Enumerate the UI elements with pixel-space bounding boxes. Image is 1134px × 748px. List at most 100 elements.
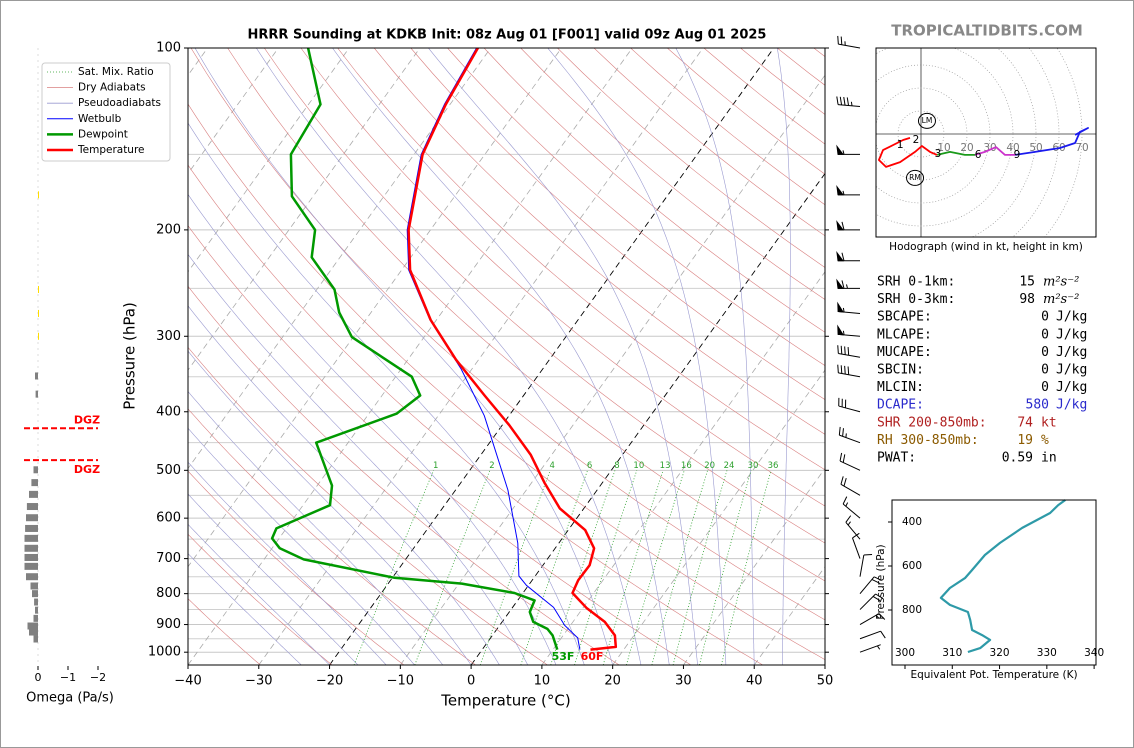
barb-half <box>847 521 851 526</box>
index-label: SHR 200-850mb: <box>877 415 987 430</box>
omega-bar <box>35 372 38 380</box>
pseudoadiabat <box>188 305 500 665</box>
isotherm <box>541 271 825 665</box>
hodo-ring-label: 70 <box>1075 142 1088 154</box>
dry-adiabat <box>373 48 825 435</box>
index-value: 19 <box>1017 433 1033 448</box>
index-unit: m²s⁻² <box>1043 292 1079 307</box>
dry-adiabat <box>188 598 261 665</box>
pseudoadiabat <box>188 523 330 665</box>
profile-y-tick-label: 600 <box>902 560 922 572</box>
barb-full <box>842 428 844 437</box>
index-value: 0.59 <box>1002 451 1033 466</box>
pseudoadiabat <box>188 427 415 665</box>
profile-frame <box>891 499 1097 666</box>
barb-full <box>844 365 846 375</box>
hodo-height-label: 2 <box>913 134 920 146</box>
hodo-ring-label: 10 <box>937 142 950 154</box>
wind-barb <box>837 301 861 314</box>
barb-full <box>844 346 846 355</box>
y-tick-label: 900 <box>156 617 181 632</box>
barb-flag <box>836 144 844 155</box>
isotherm <box>188 48 562 568</box>
x-tick-label: 50 <box>817 674 834 689</box>
barb-full <box>845 515 852 523</box>
y-tick-label: 800 <box>156 586 181 601</box>
mixing-ratio-line <box>520 470 588 665</box>
profile-x-tick-label: 310 <box>942 647 962 659</box>
omega-bar <box>38 285 39 293</box>
pseudoadiabat <box>332 48 670 665</box>
legend-label: Wetbulb <box>78 113 122 125</box>
wind-barb <box>840 476 861 496</box>
omega-tick-label: −2 <box>90 671 106 684</box>
barb-staff <box>838 104 861 108</box>
dry-adiabat <box>337 48 825 471</box>
index-unit: m²s⁻² <box>1043 275 1079 290</box>
dry-adiabat <box>264 48 825 544</box>
index-label: MUCAPE: <box>877 345 932 360</box>
wind-barb <box>836 250 860 262</box>
barb-flag <box>836 184 844 196</box>
wind-barb <box>842 496 861 519</box>
pseudoadiabat <box>256 48 642 665</box>
profile-x-tick-label: 320 <box>990 647 1010 659</box>
barb-full <box>846 97 850 106</box>
wind-barb <box>836 184 860 196</box>
index-label: MLCAPE: <box>877 327 932 342</box>
barb-full <box>837 345 839 354</box>
hodo-ring <box>897 110 945 158</box>
surface-label: 53F <box>552 650 575 663</box>
hodo-trace <box>936 150 975 156</box>
barb-full <box>837 364 839 373</box>
wind-barb <box>837 345 861 358</box>
omega-tick-label: 0 <box>35 671 42 684</box>
barb-full <box>840 365 843 374</box>
legend-label: Pseudoadiabats <box>78 97 161 109</box>
x-tick-label: −10 <box>387 674 414 689</box>
hodo-frame <box>875 47 1097 238</box>
hodo-trace <box>974 146 1016 156</box>
legend-label: Dry Adiabats <box>78 82 146 94</box>
index-unit: J/kg <box>1056 398 1087 413</box>
omega-bar <box>27 622 38 630</box>
theta-e-line <box>939 499 1066 654</box>
pseudoadiabat <box>188 493 359 665</box>
pseudoadiabat <box>777 48 791 665</box>
storm-motion-marker <box>917 112 936 129</box>
pseudoadiabat <box>194 48 613 665</box>
barb-full <box>840 36 843 45</box>
index-value: 0 <box>1041 363 1049 378</box>
legend-label: Temperature <box>77 144 145 156</box>
mixing-ratio-label: 10 <box>633 461 644 471</box>
x-tick-label: 0 <box>467 674 475 689</box>
mixing-ratio-line <box>626 470 685 665</box>
hodo-ring <box>1012 48 1060 237</box>
omega-bar <box>33 614 38 622</box>
index-value: 98 <box>1019 292 1035 307</box>
isotherm <box>188 48 421 371</box>
y-tick-label: 1000 <box>148 645 181 660</box>
wind-barb <box>859 613 886 625</box>
index-unit: J/kg <box>1056 327 1087 342</box>
dry-adiabat <box>190 48 825 621</box>
barb-full <box>841 221 845 231</box>
barb-full <box>839 452 843 462</box>
x-tick-label: 40 <box>746 674 763 689</box>
barb-full <box>847 366 850 375</box>
dry-adiabat <box>188 103 825 661</box>
mixing-ratio-label: 30 <box>748 461 759 471</box>
omega-bar <box>24 534 38 542</box>
mixing-ratio-line <box>672 470 728 665</box>
dry-adiabat <box>188 164 763 665</box>
hodo-height-label: 1 <box>897 139 904 151</box>
y-tick-label: 700 <box>156 551 181 566</box>
legend-box <box>41 62 171 162</box>
hodo-ring <box>1044 48 1083 237</box>
barb-full <box>875 593 883 599</box>
wind-barb <box>859 644 881 653</box>
mixing-ratio-label: 24 <box>724 461 735 471</box>
mixing-ratio-line <box>651 470 708 665</box>
barb-full <box>878 613 886 620</box>
